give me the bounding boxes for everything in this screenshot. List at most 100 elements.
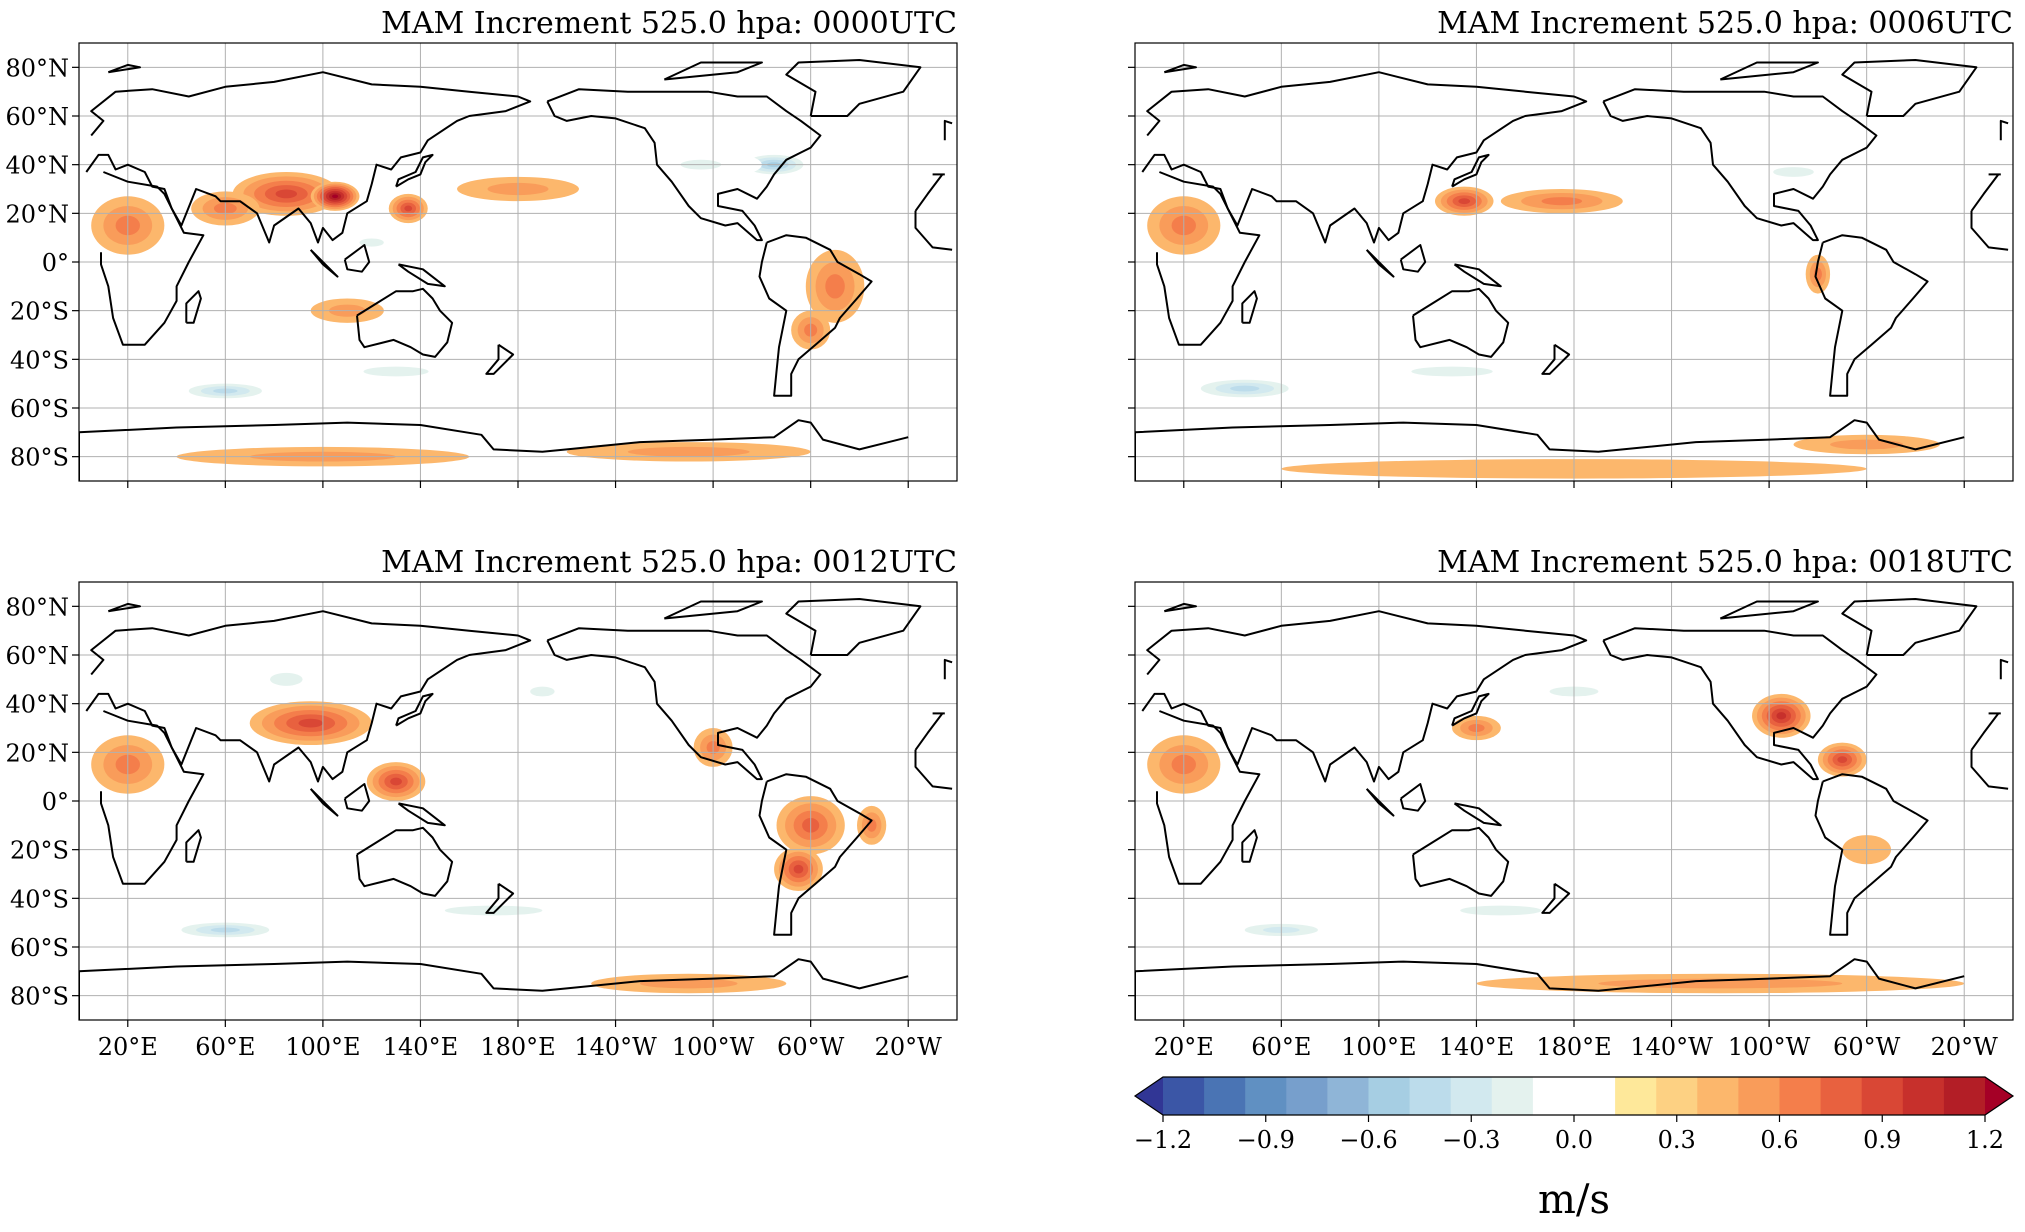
colorbar-segment <box>1574 1077 1616 1115</box>
lat-tick-label: 80°N <box>5 593 69 621</box>
coastline <box>185 290 202 324</box>
coastline <box>663 61 763 81</box>
colorbar-extend-high <box>1985 1077 2013 1115</box>
coastline <box>356 287 454 358</box>
coastline <box>1999 119 2009 141</box>
coastline <box>914 173 944 212</box>
coastline <box>309 788 339 817</box>
colorbar: −1.2 −0.9 −0.6 −0.3 0.0 0.3 0.6 0.9 1.2 m/s <box>1134 1076 2015 1223</box>
coastlines <box>79 59 953 481</box>
panel-title: MAM Increment 525.0 hpa: 0012UTC <box>381 545 957 580</box>
increment-contour <box>1415 292 1489 305</box>
coastline <box>546 88 822 242</box>
gridlines <box>1135 582 2013 1020</box>
colorbar-segment <box>1450 1077 1493 1115</box>
coastline <box>1163 602 1197 613</box>
coastline <box>1399 783 1427 812</box>
coastline <box>343 244 371 273</box>
colorbar-tick-label: −0.9 <box>1237 1126 1295 1154</box>
colorbar-segment <box>1738 1077 1781 1115</box>
lat-tick-label: 60°N <box>5 642 69 670</box>
coastline <box>1970 712 2000 751</box>
gridlines <box>79 43 957 481</box>
lon-tick-label: 180°E <box>1536 1033 1611 1061</box>
panel-title: MAM Increment 525.0 hpa: 0018UTC <box>1437 545 2013 580</box>
colorbar-tick-label: 0.9 <box>1863 1126 1901 1154</box>
colorbar-segment <box>1409 1077 1452 1115</box>
coastline <box>1453 802 1502 827</box>
coastline <box>485 882 515 914</box>
coastline <box>914 210 953 251</box>
coastline <box>1719 600 1819 620</box>
lon-tick-label: 20°E <box>1154 1033 1214 1061</box>
map-panel-p0018: MAM Increment 525.0 hpa: 0018UTC 20°E 60°E… <box>1128 545 2014 1061</box>
colorbar-tick-label: 0.0 <box>1555 1126 1593 1154</box>
coastline <box>1541 343 1571 375</box>
lon-tick-label: 100°E <box>1341 1033 1416 1061</box>
lat-tick-label: 40°S <box>10 346 69 374</box>
colorbar-segment <box>1615 1077 1657 1115</box>
colorbar-segment <box>1943 1077 1986 1115</box>
coastline <box>343 783 371 812</box>
coastline <box>1163 63 1197 74</box>
lon-tick-label: 140°E <box>383 1033 458 1061</box>
colorbar-segment <box>1697 1077 1739 1115</box>
increment-contour <box>1837 756 1848 764</box>
lon-tick-label: 140°W <box>1630 1033 1713 1061</box>
lon-tick-label: 140°W <box>574 1033 657 1061</box>
lat-tick-label: 60°S <box>10 395 69 423</box>
coastline <box>485 343 515 375</box>
increment-contour <box>359 238 384 247</box>
increment-contour <box>1230 385 1260 392</box>
colorbar-segment <box>1245 1077 1287 1115</box>
panel-title: MAM Increment 525.0 hpa: 0006UTC <box>1437 6 2013 41</box>
coastlines <box>1135 598 2009 1020</box>
coastline <box>943 119 953 141</box>
coastline <box>1841 59 1978 117</box>
lon-tick-label: 140°E <box>1439 1033 1514 1061</box>
increment-field <box>91 659 887 994</box>
increment-contour <box>444 905 543 916</box>
lat-tick-label: 20°S <box>10 837 69 865</box>
increment-contour <box>363 366 429 377</box>
increment-contour <box>1411 366 1493 377</box>
lat-tick-label: 40°N <box>5 691 69 719</box>
coastline <box>1412 826 1510 897</box>
lat-tick-label: 20°S <box>10 298 69 326</box>
coastline <box>1241 290 1258 324</box>
colorbar-segment <box>1779 1077 1822 1115</box>
coastline <box>1719 61 1819 81</box>
coastline <box>100 171 205 346</box>
coastline <box>914 749 953 790</box>
map-panel-p0006: MAM Increment 525.0 hpa: 0006UTC <box>1128 6 2014 488</box>
coastlines <box>1135 59 2009 481</box>
colorbar-segment <box>1861 1077 1904 1115</box>
colorbar-segment <box>1656 1077 1698 1115</box>
colorbar-unit-label: m/s <box>1538 1177 1610 1223</box>
coastline <box>943 658 953 680</box>
coastline <box>1970 173 2000 212</box>
lat-tick-label: 60°S <box>10 934 69 962</box>
lon-tick-label: 20°W <box>875 1033 943 1061</box>
colorbar-segment <box>1491 1077 1534 1115</box>
coastline <box>79 419 909 453</box>
coastline <box>1365 788 1395 817</box>
lat-tick-label: 60°N <box>5 103 69 131</box>
lat-tick-label: 80°S <box>10 444 69 472</box>
coastline <box>785 598 922 656</box>
coastline <box>1970 749 2009 790</box>
lon-tick-label: 60°W <box>777 1033 845 1061</box>
colorbar-tick-label: −0.3 <box>1442 1126 1500 1154</box>
colorbar-segment <box>1204 1077 1246 1115</box>
colorbar-segment <box>1163 1077 1205 1115</box>
coastline <box>397 263 446 288</box>
lon-tick-label: 180°E <box>480 1033 555 1061</box>
lon-tick-label: 20°W <box>1931 1033 1999 1061</box>
coastline <box>1602 88 1878 242</box>
map-panel-p0012: MAM Increment 525.0 hpa: 0012UTC 80°N 60°N… <box>5 545 958 1061</box>
increment-contour <box>332 194 339 199</box>
coastline <box>1602 627 1878 781</box>
coastline <box>758 234 873 397</box>
lat-tick-label: 0° <box>42 788 69 816</box>
increment-contour <box>270 672 303 686</box>
